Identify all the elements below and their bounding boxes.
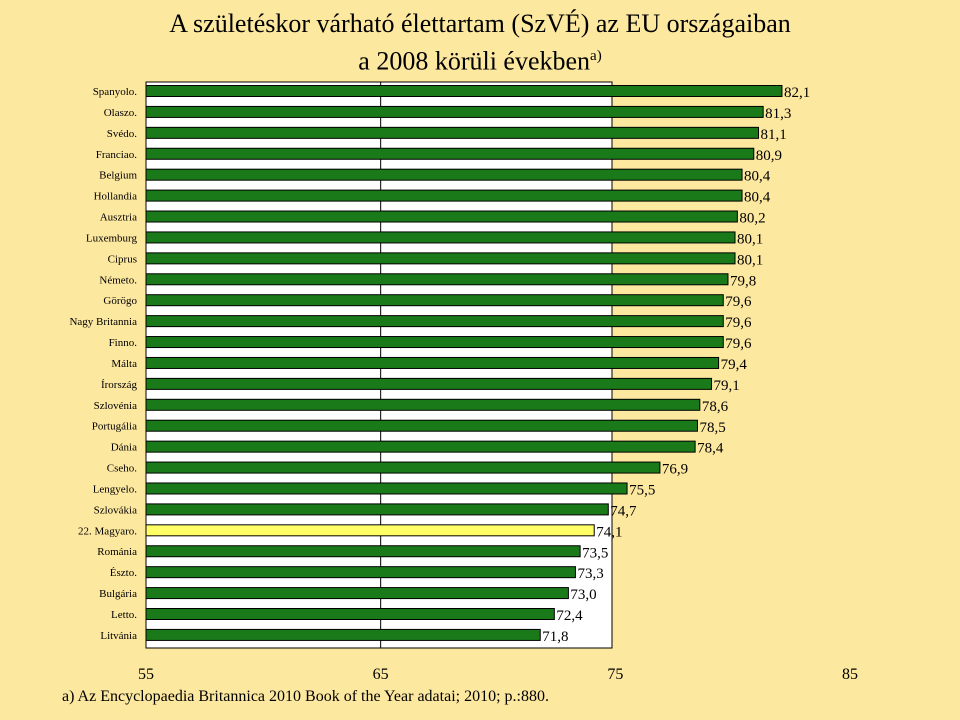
footnote: a) Az Encyclopaedia Britannica 2010 Book… [62, 688, 549, 705]
bar-22 [145, 524, 595, 537]
data-label: 71,8 [542, 629, 568, 645]
data-label: 82,1 [784, 85, 810, 101]
bar-7 [145, 210, 738, 223]
data-label: 73,5 [582, 545, 608, 561]
bar-12 [145, 315, 724, 328]
category-label: Ciprus [108, 253, 137, 265]
bar-27 [145, 628, 541, 641]
bar-14 [145, 356, 720, 369]
category-label: Nagy Britannia [69, 316, 137, 328]
data-label: 80,4 [744, 190, 771, 206]
bar-20 [145, 482, 628, 495]
category-label: Románia [97, 546, 137, 558]
category-label: Spanyolo. [93, 86, 138, 98]
category-label: Finno. [109, 337, 138, 349]
bar-11 [145, 294, 724, 307]
bar-3 [145, 126, 759, 139]
data-label: 80,2 [739, 211, 765, 227]
chart-title: A születéskor várható élettartam (SzVÉ) … [0, 8, 960, 78]
bar-8 [145, 231, 736, 244]
category-label: Olaszo. [104, 107, 138, 119]
data-label: 80,9 [756, 148, 782, 164]
category-label: Portugália [92, 421, 137, 433]
category-label: Bulgária [99, 588, 137, 600]
category-label: Cseho. [107, 463, 138, 475]
bar-13 [145, 336, 724, 349]
bar-2 [145, 105, 764, 118]
category-label: Lengyelo. [93, 483, 138, 495]
bar-10 [145, 273, 729, 286]
category-label: 22. Magyaro. [78, 525, 137, 537]
data-labels: 82,1 81,3 81,1 80,9 80,4 80,4 80,2 80,1 80,1 79,8… [542, 85, 810, 645]
data-label: 81,1 [760, 127, 786, 143]
category-label: Franciao. [96, 149, 137, 161]
data-label: 73,3 [577, 566, 603, 582]
title-line-1: A születéskor várható élettartam (SzVÉ) … [169, 9, 791, 38]
data-label: 72,4 [556, 608, 583, 624]
category-label: Luxemburg [86, 232, 138, 244]
category-label: Szlovénia [94, 400, 137, 412]
category-label: Észto. [110, 567, 137, 579]
bar-19 [145, 461, 661, 474]
bar-18 [145, 440, 696, 453]
category-label: Svédo. [107, 128, 138, 140]
data-label: 74,7 [610, 503, 637, 519]
x-tick-labels: 55 65 75 85 [138, 666, 858, 683]
bars [145, 85, 783, 641]
category-label: Litvánia [100, 630, 137, 642]
data-label: 79,6 [725, 294, 752, 310]
data-label: 80,1 [737, 231, 763, 247]
data-label: 78,5 [699, 420, 725, 436]
data-label: 78,4 [697, 441, 724, 457]
category-label: Dánia [111, 442, 137, 454]
data-label: 73,0 [570, 587, 596, 603]
x-tick-label: 65 [373, 666, 389, 683]
category-label: Belgium [99, 170, 137, 182]
bar-1 [145, 85, 783, 97]
bar-24 [145, 566, 576, 579]
data-label: 79,8 [730, 273, 756, 289]
data-label: 80,4 [744, 169, 771, 185]
bar-15 [145, 377, 713, 390]
data-label: 79,1 [714, 378, 740, 394]
bar-25 [145, 587, 569, 600]
title-line-2-text: a 2008 körüli években [358, 46, 591, 76]
bar-5 [145, 168, 743, 181]
x-tick-label: 55 [138, 666, 154, 683]
data-label: 79,6 [725, 336, 752, 352]
data-label: 78,6 [702, 399, 729, 415]
category-label: Németo. [99, 274, 137, 286]
data-label: 79,4 [721, 357, 748, 373]
data-label: 74,1 [596, 524, 622, 540]
data-label: 80,1 [737, 252, 763, 268]
x-tick-label: 85 [842, 666, 858, 683]
bar-6 [145, 189, 743, 202]
category-label: Letto. [111, 609, 137, 621]
category-label: Málta [111, 358, 137, 370]
x-tick-label: 75 [607, 666, 623, 683]
category-label: Görögo [103, 295, 137, 307]
category-label: Írország [101, 379, 138, 391]
title-footnote-marker: a) [590, 48, 602, 64]
category-label: Szlovákia [94, 504, 137, 516]
bar-16 [145, 398, 701, 411]
data-label: 81,3 [765, 106, 791, 122]
category-label: Ausztria [100, 212, 137, 224]
bar-9 [145, 252, 736, 265]
bar-17 [145, 419, 698, 432]
data-label: 79,6 [725, 315, 752, 331]
title-line-2: a 2008 körüli évekbena) [0, 40, 960, 78]
data-label: 75,5 [629, 483, 655, 499]
bar-26 [145, 608, 555, 620]
bar-4 [145, 147, 755, 160]
data-label: 76,9 [662, 462, 688, 478]
category-label: Hollandia [94, 191, 137, 203]
category-labels: Spanyolo. Olaszo. Svédo. Franciao. Belgium Ho… [69, 86, 137, 642]
bar-21 [145, 503, 609, 516]
bar-23 [145, 545, 581, 558]
